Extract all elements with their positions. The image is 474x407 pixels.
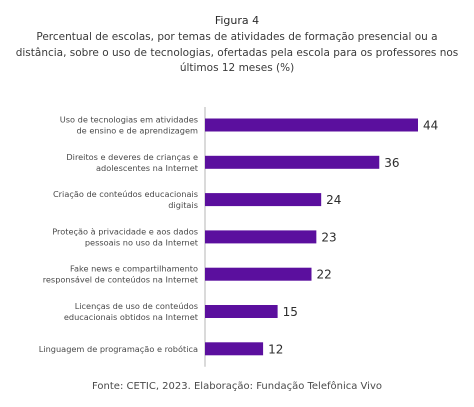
bar [205,193,322,207]
bar [205,267,312,281]
category-label: Uso de tecnologias em atividades de ensin… [60,115,198,136]
value-label: 44 [423,119,438,133]
bar [205,342,264,356]
value-label: 22 [317,268,332,282]
category-label: Fake news e compartilhamento responsável … [43,264,199,285]
category-label: Linguagem de programação e robótica [39,344,198,354]
bar [205,305,278,318]
value-label: 15 [283,305,298,319]
chart-title: Percentual de escolas, por temas de ativ… [15,31,459,74]
category-label: Proteção à privacidade e aos dados pessoa… [52,226,199,247]
category-label: Direitos e deveres de crianças e adolesce… [66,152,198,173]
value-label: 12 [268,342,283,356]
bar-chart: 44 Uso de tecnologias em atividades de ens… [39,107,438,367]
bar [205,155,380,169]
source-note: Fonte: CETIC, 2023. Elaboração: Fundação… [92,381,382,392]
value-label: 23 [321,230,336,244]
bar [205,118,418,132]
category-label: Licenças de uso de conteúdos educacionais… [64,301,199,322]
figure-label: Figura 4 [214,14,260,27]
bar [205,230,317,244]
value-label: 24 [326,193,341,207]
category-label: Criação de conteúdos educacionais digitai… [53,189,198,210]
value-label: 36 [384,156,399,170]
